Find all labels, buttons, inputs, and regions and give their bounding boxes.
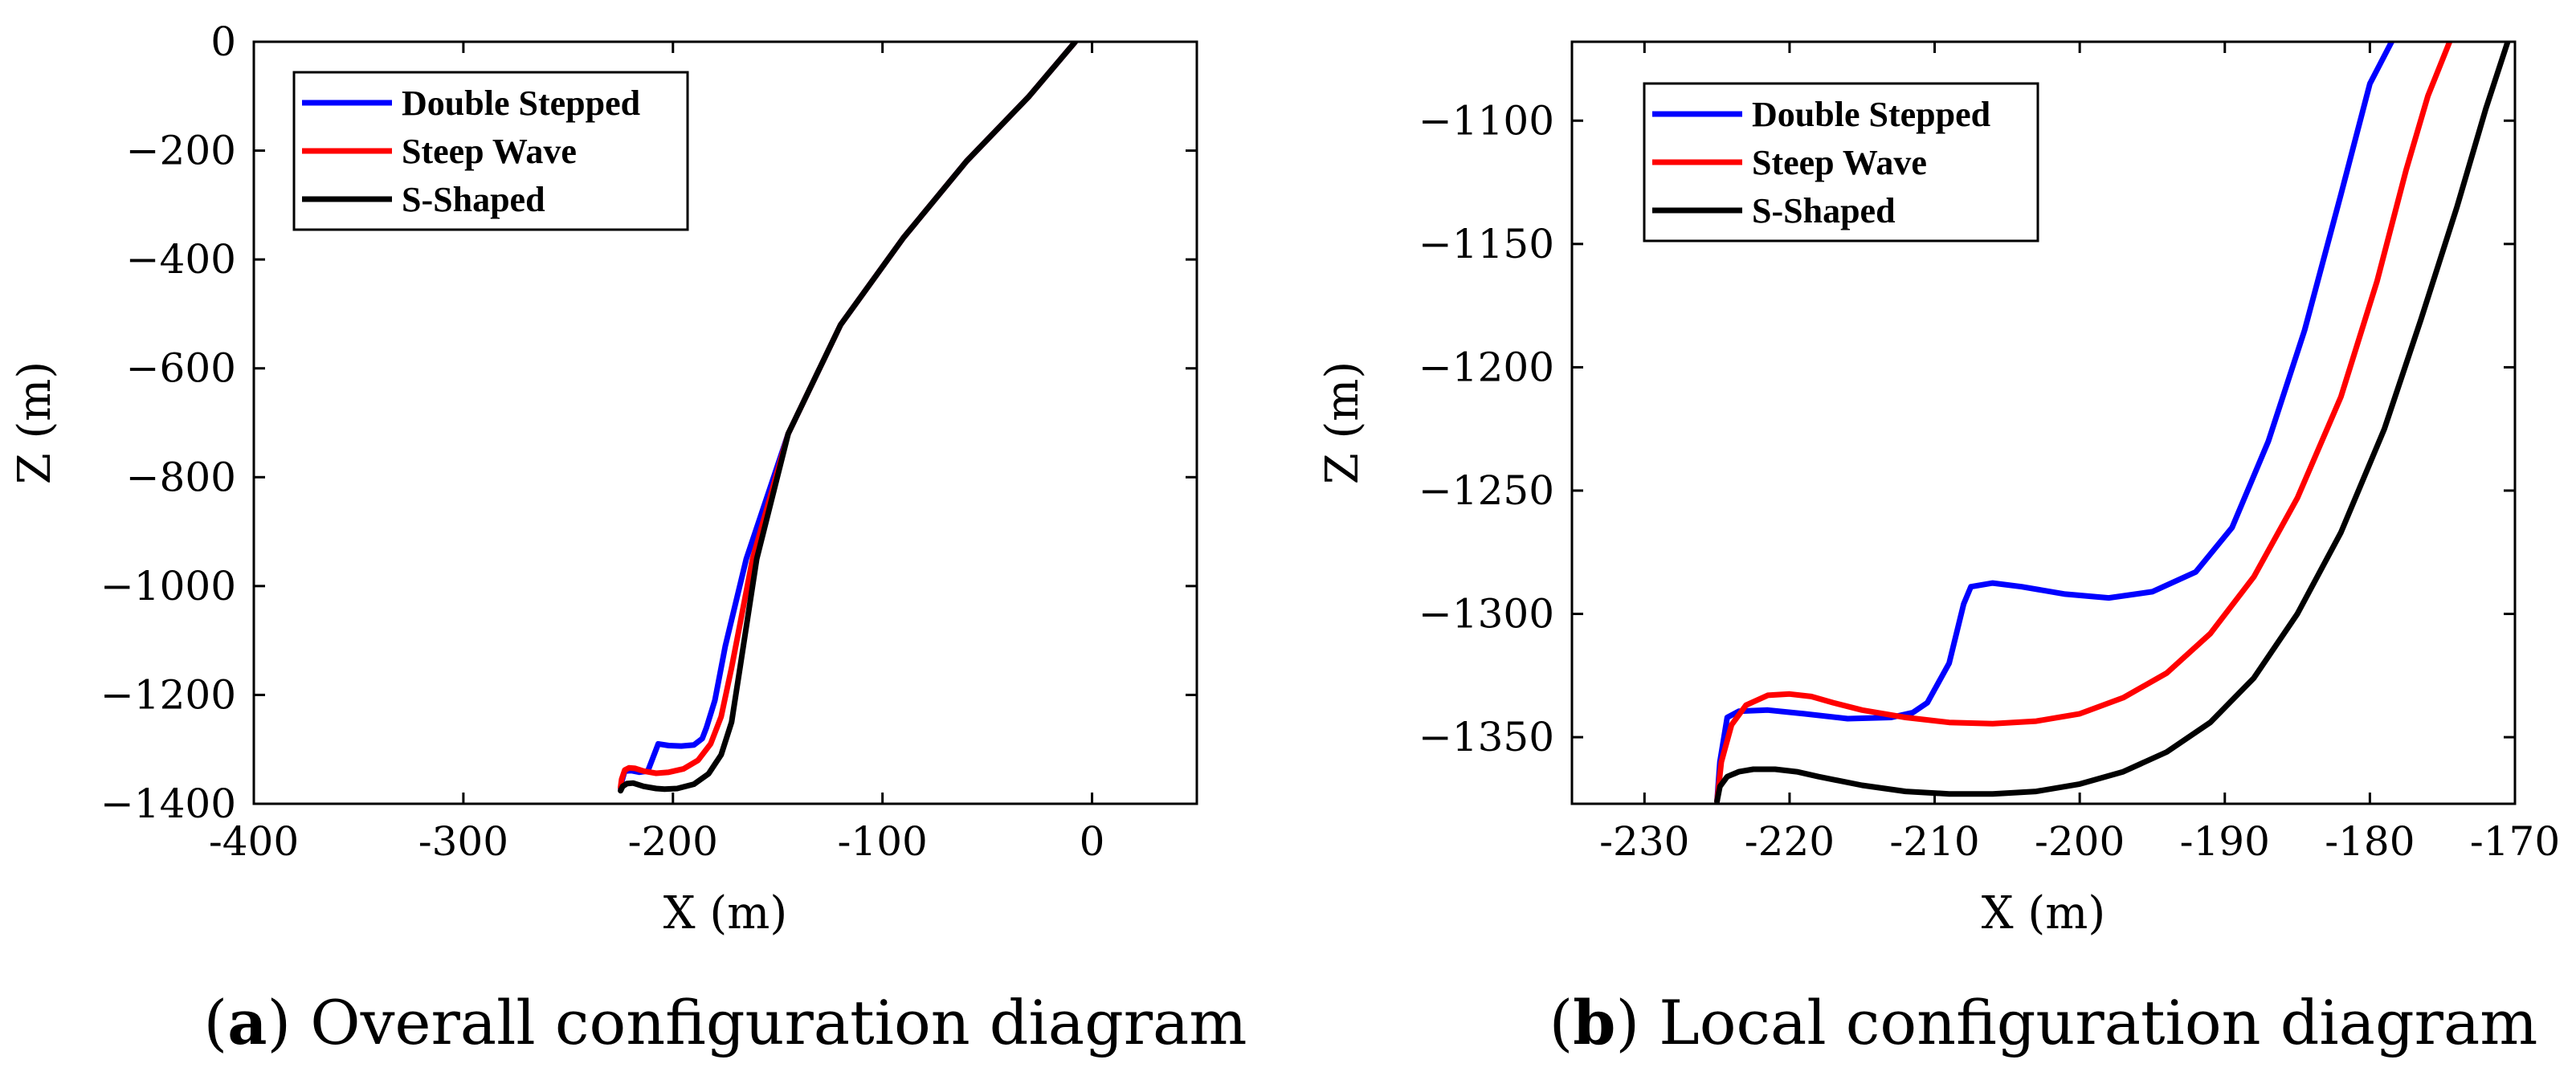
legend-entry-label: Steep Wave [1752,143,1927,182]
x-tick-label: -400 [209,818,299,865]
caption-paren-open: ( [1549,987,1574,1058]
y-axis-label: Z (m) [9,361,61,485]
x-tick-label: 0 [1080,818,1105,865]
y-tick-label: −200 [126,128,236,174]
caption-text: ) Overall configuration diagram [267,987,1247,1058]
x-tick-label: -300 [418,818,508,865]
x-tick-label: -220 [1745,818,1835,865]
series-line-double-stepped [618,42,1079,792]
axes-box [252,40,1198,805]
series-line-steep-wave [618,42,1079,791]
x-tick-label: -190 [2180,818,2270,865]
y-tick-label: −1300 [1419,591,1554,638]
caption-text: ) Local configuration diagram [1615,987,2537,1058]
legend-entry-label: Steep Wave [402,132,577,171]
x-axis-label: X (m) [1982,887,2105,939]
legend-entry-label: S-Shaped [402,180,545,219]
y-tick-label: −1200 [1419,344,1554,390]
series-line-steep-wave [1714,42,2453,804]
legend-entry-label: Double Stepped [402,84,640,123]
caption-letter: a [227,987,267,1058]
legend: Double Stepped Steep Wave S-Shaped [292,71,689,231]
legend: Double Stepped Steep Wave S-Shaped [1643,82,2039,242]
y-tick-label: −600 [126,345,236,392]
caption-paren-open: ( [204,987,228,1058]
y-tick-label: −1000 [100,563,236,609]
y-axis-label: Z (m) [1317,361,1369,485]
y-tick-label: −1400 [100,780,236,827]
y-tick-label: −1250 [1419,467,1554,514]
x-tick-label: -200 [628,818,718,865]
series-line-s-shaped [1714,42,2511,804]
y-tick-label: −1150 [1419,221,1554,267]
chart-panel-a: -400 -300 -200 -100 0 0 −200 −400 −600 −800 −1000 −… [9,18,1247,1058]
panel-caption: (a) Overall configuration diagram [204,987,1247,1058]
y-tick-label: −1350 [1419,714,1554,760]
y-tick-label: −1200 [100,671,236,718]
x-tick-label: -180 [2325,818,2415,865]
y-tick-label: −1100 [1419,97,1554,144]
panel-caption: (b) Local configuration diagram [1549,987,2538,1058]
legend-entry-label: S-Shaped [1752,191,1896,230]
x-tick-label: -200 [2035,818,2125,865]
series-line-s-shaped [618,42,1079,794]
x-tick-label: -210 [1889,818,1979,865]
legend-entry-label: Double Stepped [1752,95,1990,134]
x-tick-label: -100 [837,818,927,865]
chart-panel-b: -230 -220 -210 -200 -190 -180 -170 −1100 −1150 −1… [1317,40,2560,1058]
y-tick-label: 0 [210,18,236,65]
series-line-double-stepped [1714,42,2394,804]
x-axis-label: X (m) [663,887,787,939]
axes-box [1570,40,2517,805]
y-tick-label: −400 [126,236,236,283]
y-tick-label: −800 [126,454,236,500]
x-tick-label: -170 [2470,818,2560,865]
caption-letter: b [1573,987,1615,1058]
x-tick-label: -230 [1599,818,1689,865]
